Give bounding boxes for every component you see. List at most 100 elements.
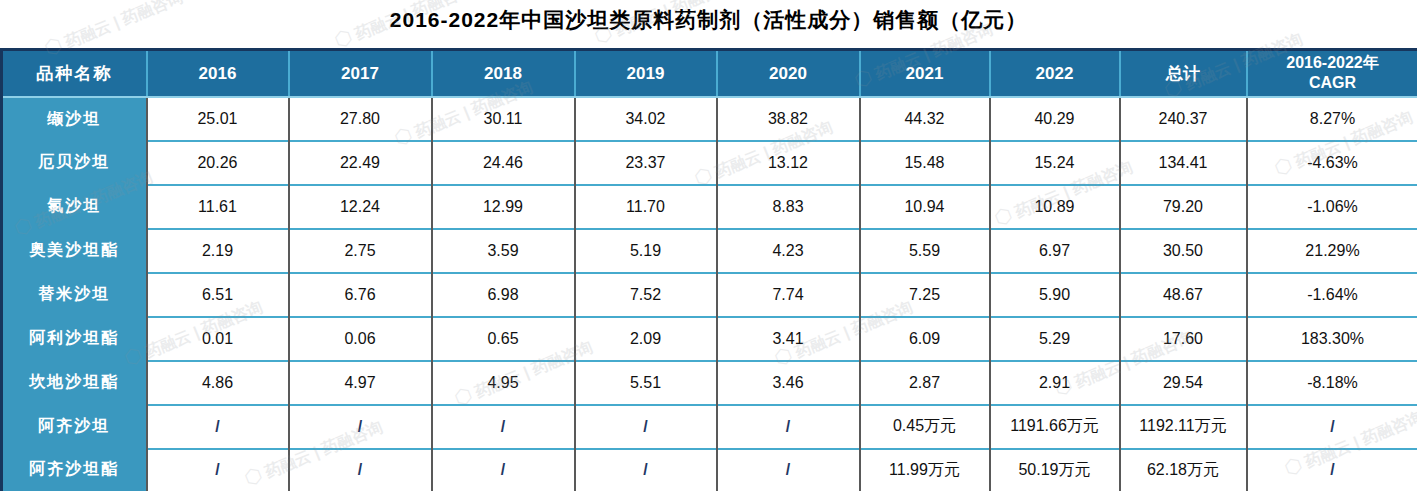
table-row: 奥美沙坦酯2.192.753.595.194.235.596.9730.5021… <box>2 229 1417 273</box>
data-cell: 13.12 <box>717 141 860 185</box>
data-cell: 5.19 <box>575 229 717 273</box>
row-label: 奥美沙坦酯 <box>2 229 147 273</box>
data-cell: 0.01 <box>147 317 289 361</box>
data-cell: 40.29 <box>990 97 1120 141</box>
data-cell: 4.23 <box>717 229 860 273</box>
data-cell: -8.18% <box>1247 361 1417 405</box>
data-cell: 5.59 <box>860 229 990 273</box>
data-cell: / <box>575 449 717 491</box>
data-cell: 11.99万元 <box>860 449 990 491</box>
data-cell: 23.37 <box>575 141 717 185</box>
column-header: 2020 <box>717 50 860 97</box>
data-cell: / <box>147 405 289 449</box>
data-cell: 11.70 <box>575 185 717 229</box>
data-cell: 1191.66万元 <box>990 405 1120 449</box>
data-cell: 30.50 <box>1120 229 1247 273</box>
data-cell: 6.51 <box>147 273 289 317</box>
data-cell: 17.60 <box>1120 317 1247 361</box>
data-cell: 79.20 <box>1120 185 1247 229</box>
data-cell: 5.29 <box>990 317 1120 361</box>
data-cell: 7.25 <box>860 273 990 317</box>
data-cell: 21.29% <box>1247 229 1417 273</box>
page-title: 2016-2022年中国沙坦类原料药制剂（活性成分）销售额（亿元） <box>0 6 1417 34</box>
data-cell: 5.51 <box>575 361 717 405</box>
column-header-variety-name: 品种名称 <box>2 50 147 97</box>
data-cell: 2.19 <box>147 229 289 273</box>
data-cell: 6.98 <box>432 273 575 317</box>
row-label: 氯沙坦 <box>2 185 147 229</box>
data-cell: -1.06% <box>1247 185 1417 229</box>
data-cell: / <box>432 405 575 449</box>
table-row: 阿利沙坦酯0.010.060.652.093.416.095.2917.6018… <box>2 317 1417 361</box>
table-row: 替米沙坦6.516.766.987.527.747.255.9048.67-1.… <box>2 273 1417 317</box>
data-cell: / <box>1247 405 1417 449</box>
data-cell: 183.30% <box>1247 317 1417 361</box>
table-row: 坎地沙坦酯4.864.974.955.513.462.872.9129.54-8… <box>2 361 1417 405</box>
data-cell: 8.83 <box>717 185 860 229</box>
data-cell: / <box>432 449 575 491</box>
data-cell: / <box>289 405 432 449</box>
data-cell: 48.67 <box>1120 273 1247 317</box>
column-header: 2021 <box>860 50 990 97</box>
row-label: 厄贝沙坦 <box>2 141 147 185</box>
table-body: 缬沙坦25.0127.8030.1134.0238.8244.3240.2924… <box>2 97 1417 491</box>
table-row: 阿齐沙坦/////0.45万元1191.66万元1192.11万元/ <box>2 405 1417 449</box>
data-cell: 44.32 <box>860 97 990 141</box>
table-row: 氯沙坦11.6112.2412.9911.708.8310.9410.8979.… <box>2 185 1417 229</box>
data-cell: / <box>717 449 860 491</box>
data-cell: 25.01 <box>147 97 289 141</box>
data-cell: 5.90 <box>990 273 1120 317</box>
data-cell: 12.99 <box>432 185 575 229</box>
data-cell: 2.91 <box>990 361 1120 405</box>
data-cell: 7.74 <box>717 273 860 317</box>
data-cell: 6.97 <box>990 229 1120 273</box>
table-row: 阿齐沙坦酯/////11.99万元50.19万元62.18万元/ <box>2 449 1417 491</box>
data-cell: 38.82 <box>717 97 860 141</box>
data-cell: 3.59 <box>432 229 575 273</box>
data-cell: 240.37 <box>1120 97 1247 141</box>
data-cell: 11.61 <box>147 185 289 229</box>
row-label: 阿齐沙坦酯 <box>2 449 147 491</box>
column-header: 总计 <box>1120 50 1247 97</box>
data-cell: 24.46 <box>432 141 575 185</box>
data-cell: / <box>575 405 717 449</box>
data-cell: 20.26 <box>147 141 289 185</box>
data-cell: 134.41 <box>1120 141 1247 185</box>
data-cell: 4.86 <box>147 361 289 405</box>
data-cell: 27.80 <box>289 97 432 141</box>
data-cell: 34.02 <box>575 97 717 141</box>
column-header: 2016 <box>147 50 289 97</box>
data-cell: 4.95 <box>432 361 575 405</box>
row-label: 缬沙坦 <box>2 97 147 141</box>
data-cell: 3.46 <box>717 361 860 405</box>
data-cell: 0.06 <box>289 317 432 361</box>
table-row: 厄贝沙坦20.2622.4924.4623.3713.1215.4815.241… <box>2 141 1417 185</box>
row-label: 坎地沙坦酯 <box>2 361 147 405</box>
column-header: 2019 <box>575 50 717 97</box>
column-header: 2016-2022年 CAGR <box>1247 50 1417 97</box>
data-cell: -4.63% <box>1247 141 1417 185</box>
data-cell: 22.49 <box>289 141 432 185</box>
data-cell: 15.48 <box>860 141 990 185</box>
data-cell: 10.94 <box>860 185 990 229</box>
data-cell: / <box>289 449 432 491</box>
data-cell: 1192.11万元 <box>1120 405 1247 449</box>
data-cell: 7.52 <box>575 273 717 317</box>
column-header: 2018 <box>432 50 575 97</box>
data-cell: 8.27% <box>1247 97 1417 141</box>
data-cell: 2.87 <box>860 361 990 405</box>
table-row: 缬沙坦25.0127.8030.1134.0238.8244.3240.2924… <box>2 97 1417 141</box>
data-cell: 15.24 <box>990 141 1120 185</box>
data-cell: 12.24 <box>289 185 432 229</box>
data-cell: / <box>147 449 289 491</box>
data-cell: 2.09 <box>575 317 717 361</box>
data-cell: 6.09 <box>860 317 990 361</box>
data-cell: 30.11 <box>432 97 575 141</box>
data-cell: 6.76 <box>289 273 432 317</box>
column-header: 2022 <box>990 50 1120 97</box>
table-header-row: 品种名称2016201720182019202020212022总计2016-2… <box>2 50 1417 97</box>
data-cell: 50.19万元 <box>990 449 1120 491</box>
data-cell: -1.64% <box>1247 273 1417 317</box>
data-cell: / <box>717 405 860 449</box>
row-label: 替米沙坦 <box>2 273 147 317</box>
